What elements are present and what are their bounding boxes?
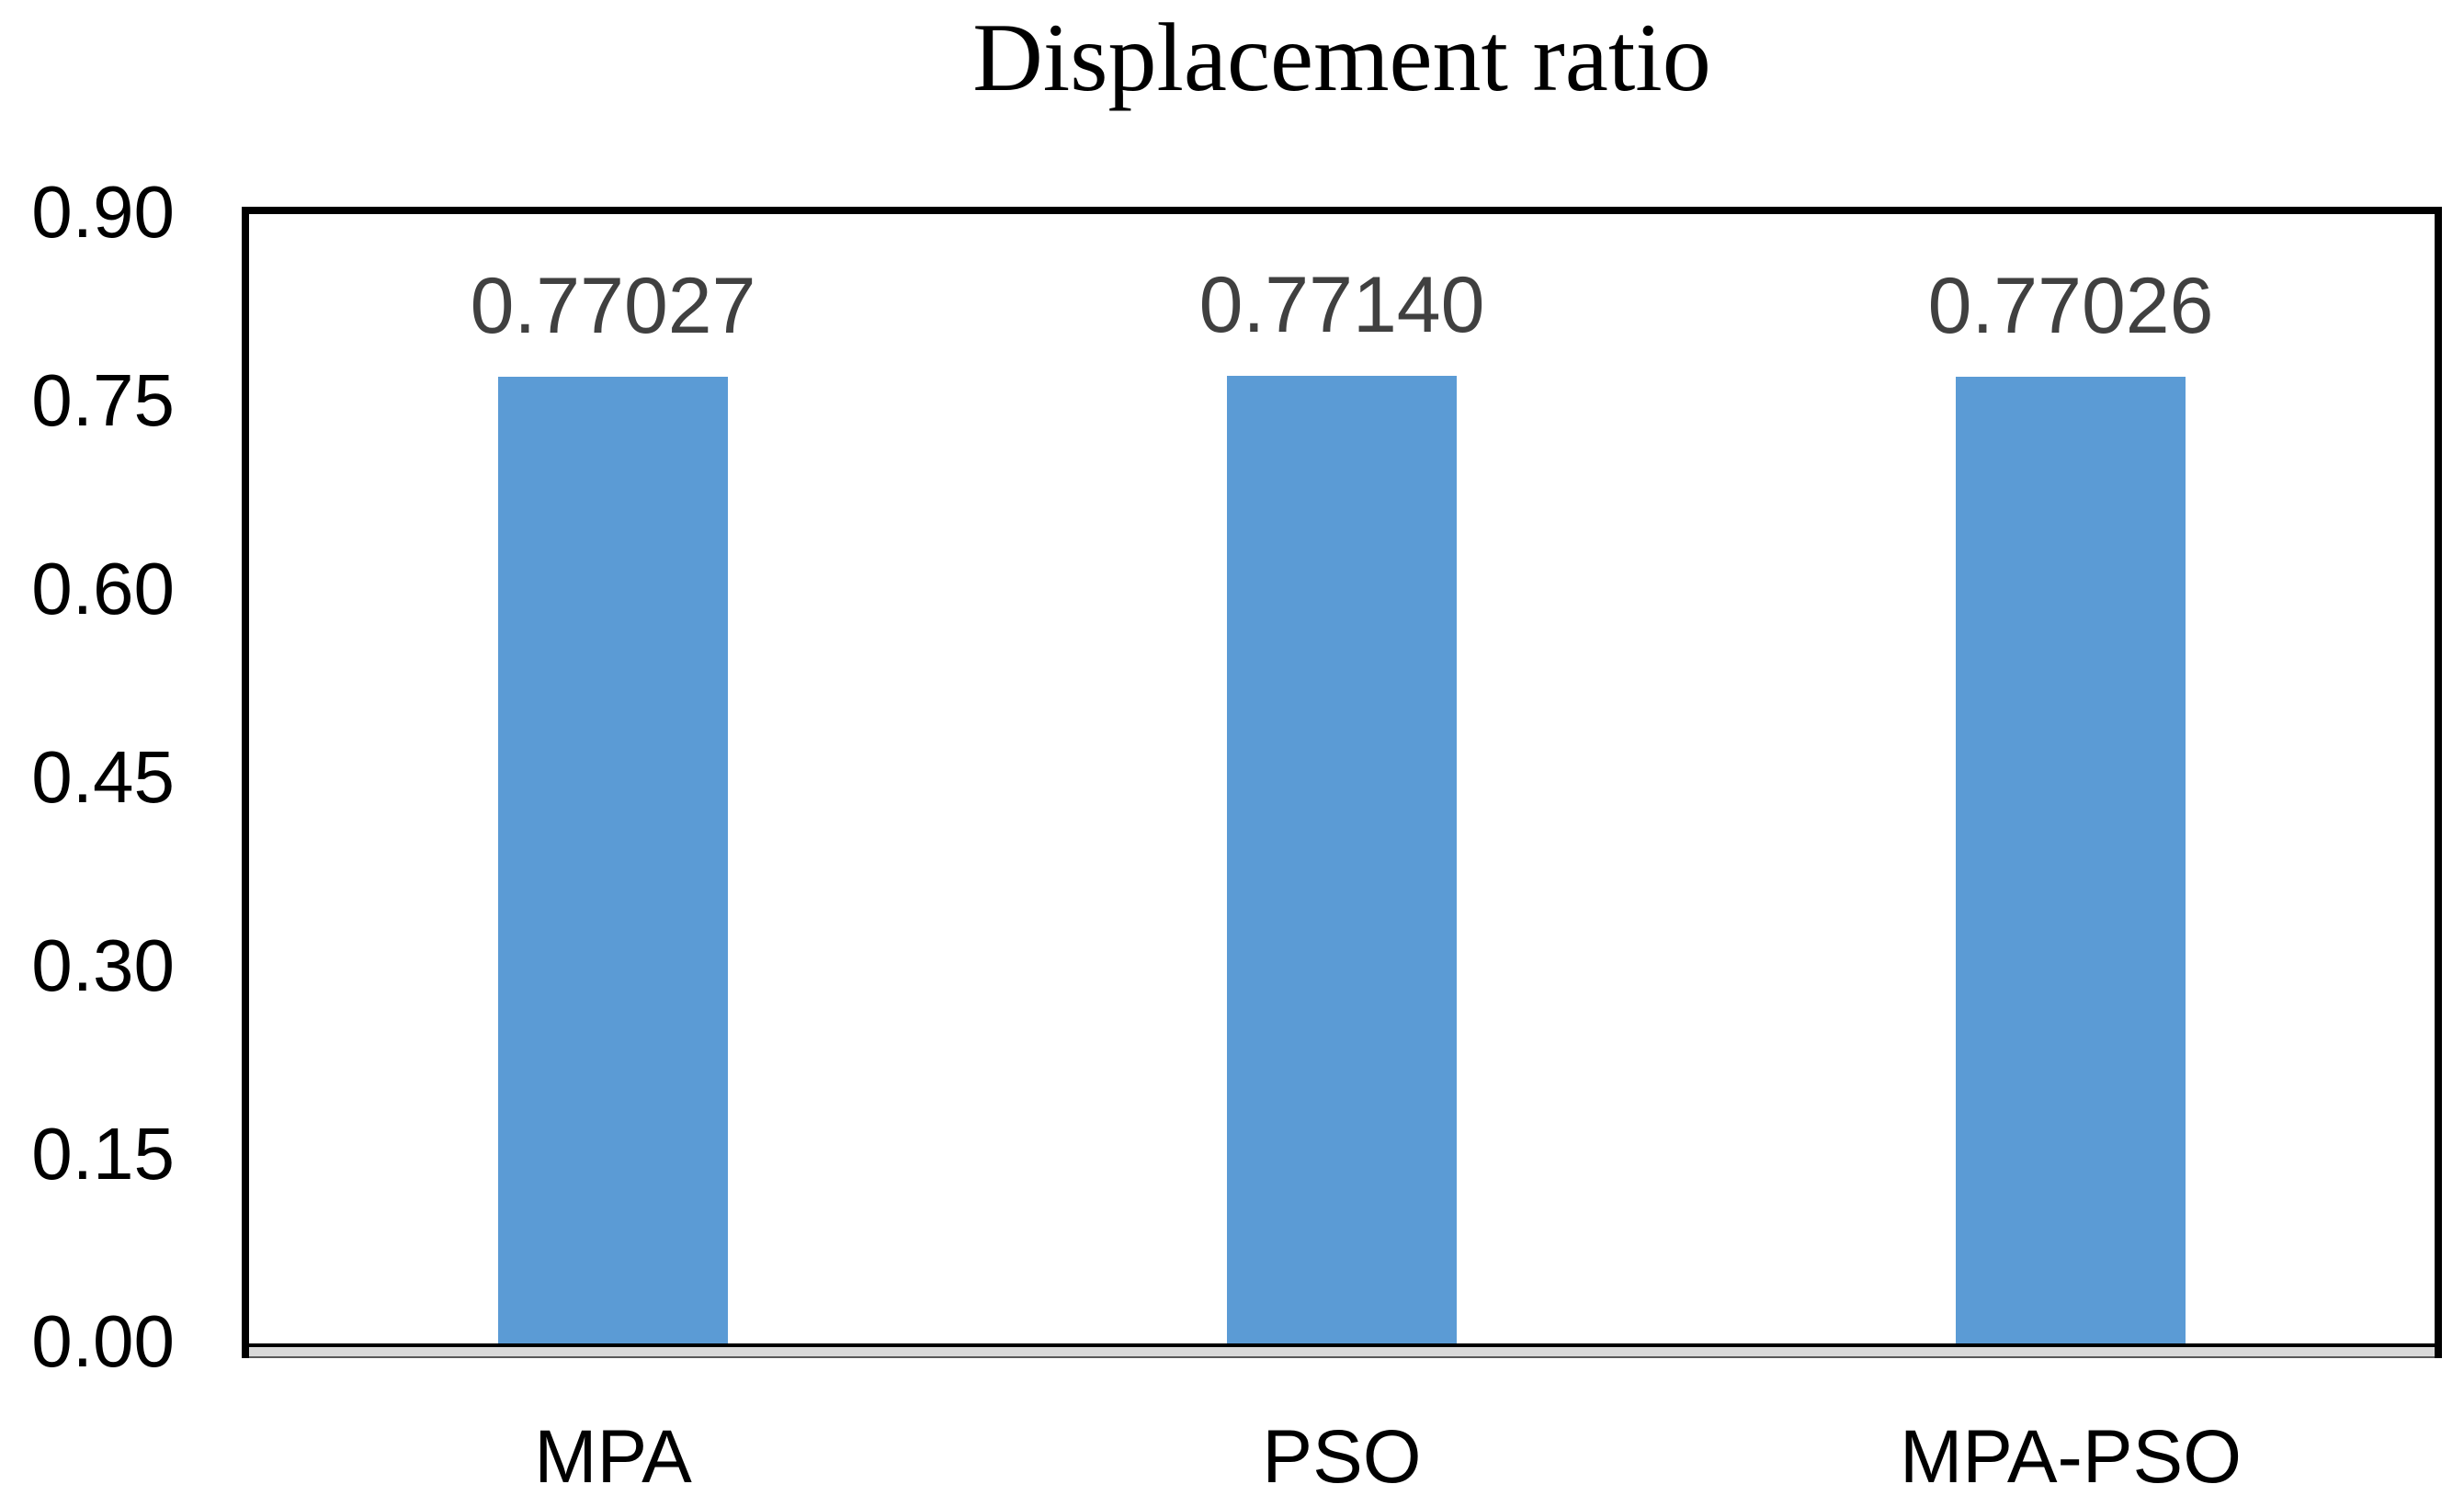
data-label-mpa: 0.77027 xyxy=(470,262,756,350)
x-axis-label-pso: PSO xyxy=(1262,1415,1422,1499)
bar-pso xyxy=(1227,376,1457,1343)
y-axis-tick-label: 0.15 xyxy=(31,1113,175,1195)
y-axis-tick-label: 0.30 xyxy=(31,924,175,1006)
y-axis-tick-label: 0.75 xyxy=(31,359,175,441)
y-axis-tick-label: 0.90 xyxy=(31,171,175,253)
x-axis-label-mpa-pso: MPA-PSO xyxy=(1899,1415,2243,1499)
plot-area xyxy=(242,207,2442,1358)
data-label-mpa-pso: 0.77026 xyxy=(1927,262,2214,350)
y-axis-tick-label: 0.60 xyxy=(31,548,175,629)
bar-mpa xyxy=(498,377,728,1343)
chart-title: Displacement ratio xyxy=(972,4,1711,111)
x-axis-line xyxy=(249,1343,2435,1358)
bar-mpa-pso xyxy=(1956,377,2186,1343)
x-axis-label-mpa: MPA xyxy=(534,1415,692,1499)
y-axis-tick-label: 0.00 xyxy=(31,1300,175,1382)
y-axis-tick-label: 0.45 xyxy=(31,736,175,818)
data-label-pso: 0.77140 xyxy=(1198,261,1485,349)
